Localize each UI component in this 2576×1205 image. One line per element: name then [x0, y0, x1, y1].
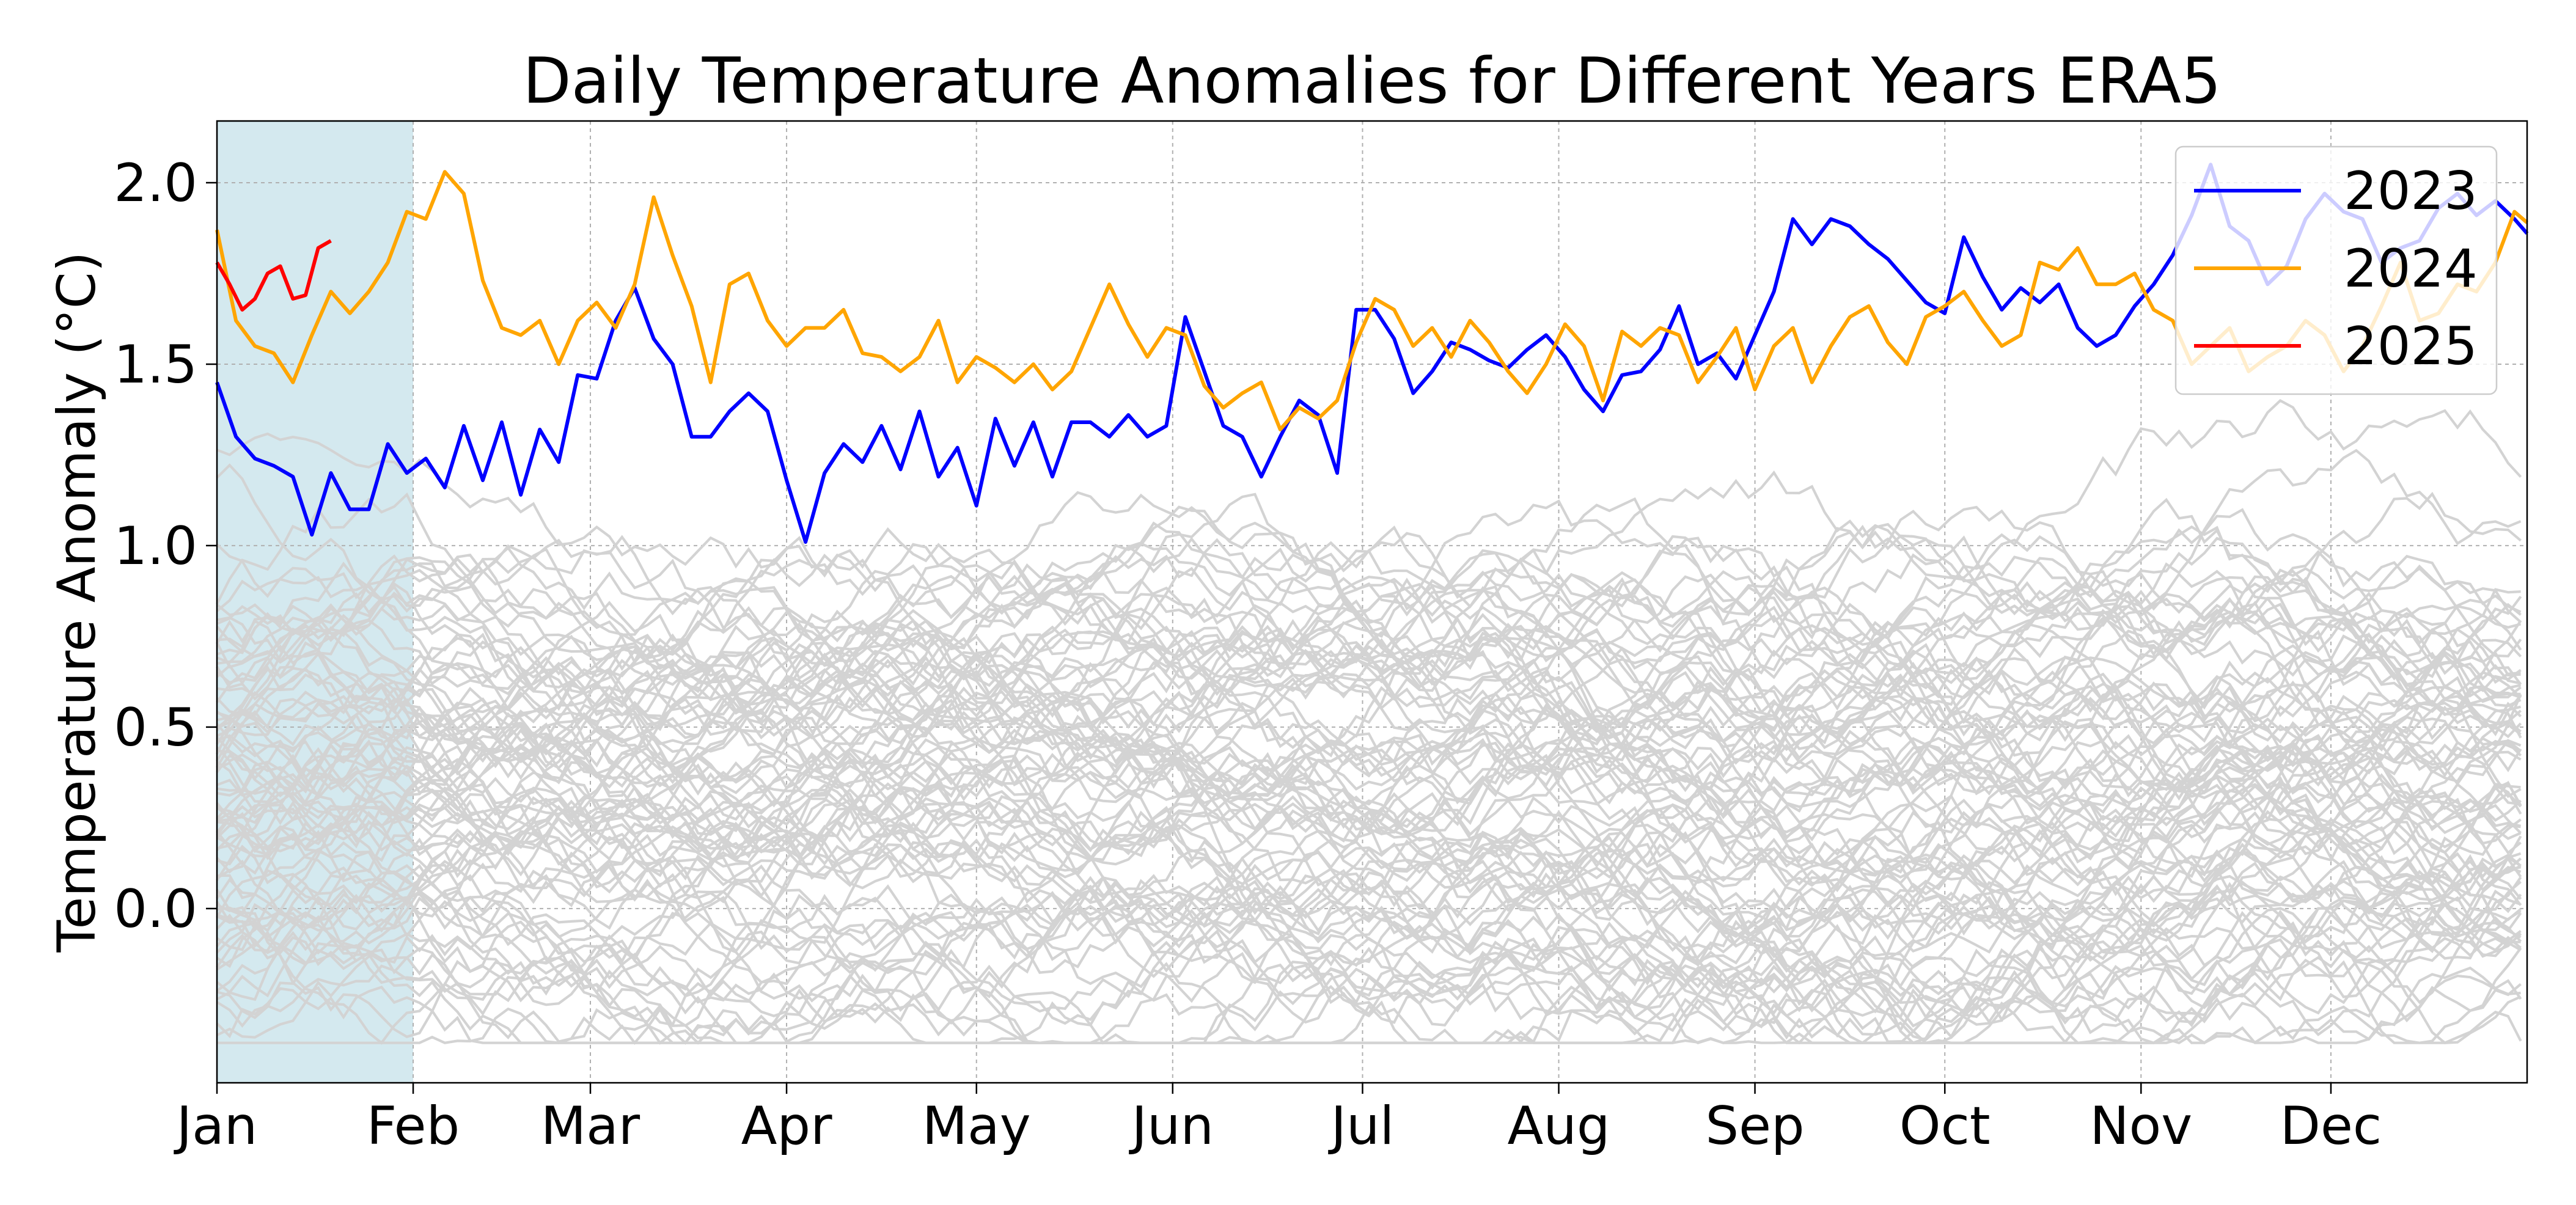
background-year-line: [216, 584, 2522, 789]
background-year-line: [216, 830, 2522, 1027]
background-series-layer: [216, 399, 2522, 1046]
background-year-line: [216, 535, 2522, 747]
y-tick-label: 1.5: [114, 334, 197, 395]
background-year-line: [216, 907, 2522, 1045]
x-tick-label: Mar: [541, 1096, 640, 1157]
background-year-line: [216, 876, 2522, 1044]
background-year-line: [216, 665, 2522, 877]
legend-label-2023: 2023: [2344, 161, 2478, 222]
legend: 2023 2024 2025: [2174, 145, 2498, 395]
x-tick-label: Apr: [741, 1096, 832, 1157]
background-year-line: [216, 846, 2522, 1044]
legend-box: [2174, 145, 2498, 395]
background-year-line: [216, 881, 2521, 1006]
background-year-line: [216, 497, 2522, 785]
background-year-line: [216, 505, 2521, 693]
background-year-line: [216, 875, 2522, 1044]
background-year-line: [216, 493, 2522, 701]
legend-label-2025: 2025: [2344, 316, 2478, 377]
background-year-line: [216, 764, 2522, 961]
x-tick-label: Sep: [1706, 1096, 1805, 1157]
x-tick-label: Aug: [1508, 1096, 1610, 1157]
background-year-line: [216, 508, 2522, 734]
x-tick-label: Oct: [1899, 1096, 1991, 1157]
background-year-line: [216, 491, 2522, 660]
x-tick-label: Jan: [174, 1096, 258, 1157]
x-tick-label: May: [922, 1096, 1031, 1157]
series-line-2024: [215, 170, 2528, 431]
background-year-line: [216, 807, 2522, 1044]
background-year-line: [216, 535, 2522, 791]
x-tick-label: Jul: [1328, 1096, 1395, 1157]
background-year-line: [216, 566, 2521, 768]
background-year-line: [216, 825, 2522, 1014]
background-year-line: [216, 723, 2522, 925]
series-line-2023: [215, 163, 2529, 544]
background-year-line: [216, 656, 2522, 859]
y-tick-label: 0.5: [114, 697, 197, 758]
y-tick-label: 0.0: [114, 879, 197, 940]
background-year-line: [216, 666, 2522, 965]
background-year-line: [216, 582, 2522, 770]
x-tick-label: Dec: [2280, 1096, 2382, 1157]
background-year-line: [216, 758, 2522, 1002]
background-year-line: [216, 609, 2522, 830]
background-year-line: [216, 687, 2522, 852]
series-layer: [215, 163, 2529, 544]
y-tick-label: 2.0: [114, 153, 197, 214]
background-year-line: [216, 661, 2522, 839]
x-tick-label: Feb: [367, 1096, 460, 1157]
background-year-line: [216, 663, 2522, 918]
chart-title: Daily Temperature Anomalies for Differen…: [523, 45, 2221, 118]
background-year-line: [216, 741, 2522, 932]
background-year-line: [216, 828, 2522, 1044]
series-line-2025: [215, 239, 332, 312]
background-year-line: [216, 782, 2521, 967]
background-year-line: [216, 829, 2522, 1044]
background-year-line: [216, 643, 2522, 844]
y-axis-ticks: 0.0 0.5 1.0 1.5 2.0: [114, 153, 217, 940]
y-axis-label: Temperature Anomaly (°C): [46, 252, 108, 953]
plot-frame: [216, 120, 2528, 1084]
x-tick-label: Nov: [2090, 1096, 2192, 1157]
background-year-line: [216, 709, 2522, 969]
background-year-line: [216, 728, 2522, 1011]
background-year-line: [216, 966, 2522, 1045]
y-tick-label: 1.0: [114, 516, 197, 577]
background-year-line: [216, 892, 2522, 1044]
background-year-line: [216, 606, 2522, 790]
background-year-line: [216, 610, 2522, 826]
background-year-line: [216, 543, 2522, 739]
x-tick-label: Jun: [1129, 1096, 1214, 1157]
background-year-line: [216, 650, 2522, 822]
legend-label-2024: 2024: [2344, 238, 2478, 299]
x-axis-ticks: Jan Feb Mar Apr May Jun Jul Aug Sep Oct Nov Dec: [174, 1083, 2382, 1157]
